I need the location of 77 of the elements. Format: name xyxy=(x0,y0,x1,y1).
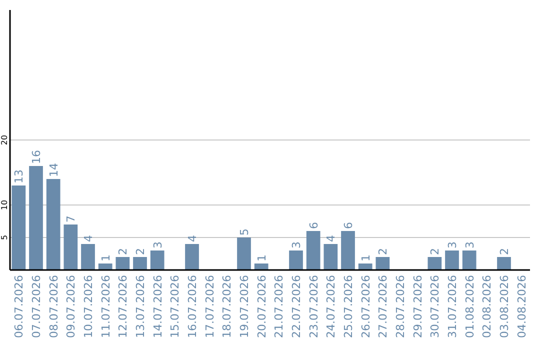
bar xyxy=(98,264,112,270)
data-label: 3 xyxy=(463,242,476,248)
data-label: 1 xyxy=(255,254,268,262)
x-tick-label: 01.08.2026 xyxy=(463,275,476,338)
data-label: 4 xyxy=(186,235,199,242)
data-label: 16 xyxy=(30,150,43,164)
x-tick-label: 23.07.2026 xyxy=(307,275,320,338)
bar xyxy=(376,257,390,270)
data-label: 1 xyxy=(99,254,112,262)
x-tick-label: 06.07.2026 xyxy=(12,275,26,338)
x-tick-label: 24.07.2026 xyxy=(324,275,338,338)
x-tick-label: 13.07.2026 xyxy=(134,275,147,338)
x-tick-label: 08.07.2026 xyxy=(47,275,60,338)
x-tick-label: 21.07.2026 xyxy=(272,275,286,338)
bar xyxy=(81,244,95,270)
bar xyxy=(358,264,372,270)
data-label: 2 xyxy=(376,248,390,255)
bar xyxy=(185,244,199,270)
bar xyxy=(237,238,251,270)
x-tick-label: 17.07.2026 xyxy=(203,275,216,338)
x-tick-label: 12.07.2026 xyxy=(116,275,130,338)
x-tick-label: 22.07.2026 xyxy=(290,275,303,338)
data-label: 3 xyxy=(446,242,459,248)
x-tick-label: 28.07.2026 xyxy=(394,275,407,338)
bar xyxy=(289,250,303,270)
y-tick-label: 10 xyxy=(0,200,9,210)
x-tick-label: 16.07.2026 xyxy=(186,275,199,338)
data-label: 3 xyxy=(290,242,303,248)
x-tick-label: 19.07.2026 xyxy=(238,275,251,338)
bar xyxy=(116,257,130,270)
data-label: 5 xyxy=(238,228,251,236)
bar xyxy=(29,166,43,270)
data-label: 6 xyxy=(307,222,320,229)
bar xyxy=(324,244,338,270)
bar xyxy=(428,257,442,270)
data-label: 14 xyxy=(47,163,60,177)
data-label: 1 xyxy=(359,254,372,262)
data-label: 6 xyxy=(342,222,355,229)
x-tick-label: 11.07.2026 xyxy=(99,275,112,338)
x-tick-label: 27.07.2026 xyxy=(376,275,390,338)
x-tick-label: 10.07.2026 xyxy=(82,275,95,338)
x-tick-label: 15.07.2026 xyxy=(168,275,182,338)
x-tick-label: 29.07.2026 xyxy=(411,275,424,338)
bar xyxy=(497,257,511,270)
x-tick-label: 03.08.2026 xyxy=(498,275,511,338)
x-tick-label: 31.07.2026 xyxy=(446,275,459,338)
bar xyxy=(150,250,164,270)
data-label: 13 xyxy=(12,170,26,184)
data-label: 2 xyxy=(428,248,442,255)
bar xyxy=(462,250,476,270)
x-tick-label: 02.08.2026 xyxy=(480,275,494,338)
x-tick-label: 04.08.2026 xyxy=(515,275,528,338)
data-label: 2 xyxy=(116,248,130,255)
bar xyxy=(341,231,355,270)
data-label: 2 xyxy=(498,248,511,255)
bar xyxy=(12,186,26,270)
x-tick-label: 07.07.2026 xyxy=(30,275,43,338)
x-tick-label: 26.07.2026 xyxy=(359,275,372,338)
data-label: 4 xyxy=(324,235,338,242)
x-tick-label: 30.07.2026 xyxy=(428,275,442,338)
y-tick-label: 5 xyxy=(0,234,9,240)
bar xyxy=(445,250,459,270)
data-label: 7 xyxy=(64,216,78,222)
bar xyxy=(254,264,268,270)
x-tick-label: 09.07.2026 xyxy=(64,275,78,338)
bar xyxy=(46,179,60,270)
bar xyxy=(306,231,320,270)
bar xyxy=(64,224,78,270)
bar xyxy=(133,257,147,270)
x-tick-label: 18.07.2026 xyxy=(220,275,234,338)
data-label: 2 xyxy=(134,248,147,255)
data-label: 3 xyxy=(151,242,164,248)
x-tick-label: 25.07.2026 xyxy=(342,275,355,338)
y-tick-label: 20 xyxy=(0,134,9,146)
x-tick-label: 20.07.2026 xyxy=(255,275,268,338)
x-tick-label: 14.07.2026 xyxy=(151,275,164,338)
data-label: 4 xyxy=(82,235,95,242)
